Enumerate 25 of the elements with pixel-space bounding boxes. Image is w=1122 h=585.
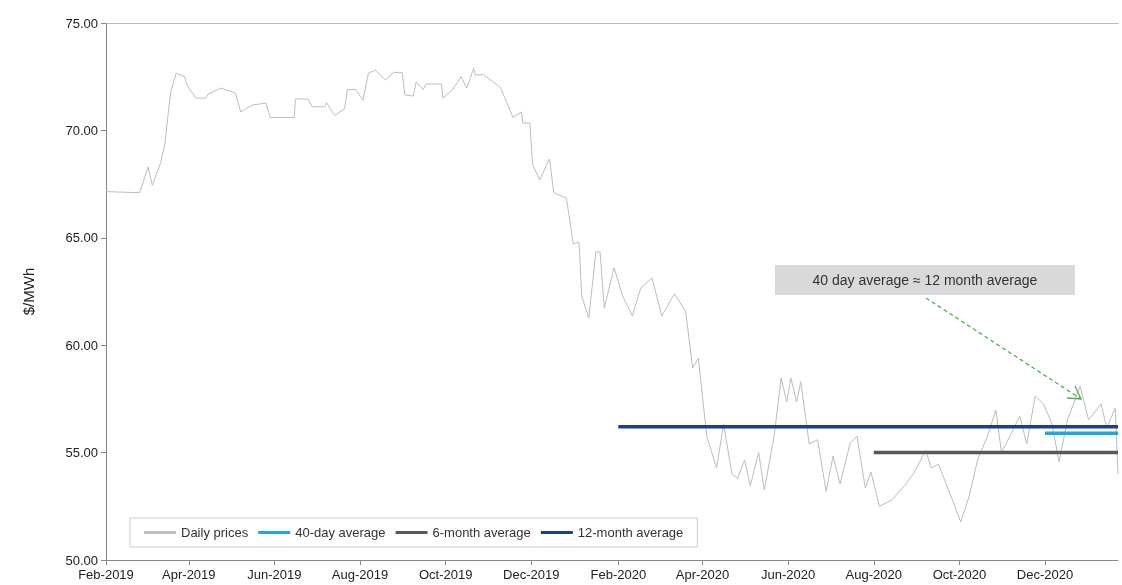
legend-label: 40-day average — [295, 525, 386, 540]
y-tick-label: 70.00 — [65, 122, 98, 138]
x-tick-label: Apr-2020 — [675, 567, 730, 582]
x-tick-label: Oct-2019 — [418, 567, 473, 582]
x-tick-label: Jun-2020 — [761, 567, 816, 582]
x-tick-label: Aug-2020 — [845, 567, 902, 582]
y-axis-title: $/MWh — [20, 267, 37, 316]
x-tick-label: Feb-2019 — [78, 567, 134, 582]
y-tick-label: 55.00 — [65, 445, 98, 461]
x-tick-label: Dec-2020 — [1016, 567, 1074, 582]
y-tick-label: 75.00 — [65, 15, 98, 31]
legend-label: 12-month average — [577, 525, 684, 540]
legend-label: 6-month average — [432, 525, 531, 540]
legend-label: Daily prices — [181, 525, 249, 540]
y-tick-label: 50.00 — [65, 552, 98, 568]
y-tick-label: 60.00 — [65, 337, 98, 353]
callout-box: 40 day average ≈ 12 month average — [774, 265, 1075, 296]
x-tick-label: Oct-2020 — [932, 567, 987, 582]
x-tick-label: Dec-2019 — [503, 567, 560, 582]
x-tick-label: Aug-2019 — [331, 567, 389, 582]
x-tick-label: Feb-2020 — [590, 567, 647, 582]
x-tick-label: Jun-2019 — [247, 567, 302, 582]
x-tick-label: Apr-2019 — [162, 567, 216, 582]
line-series — [105, 67, 1119, 523]
y-tick-label: 65.00 — [65, 230, 98, 246]
